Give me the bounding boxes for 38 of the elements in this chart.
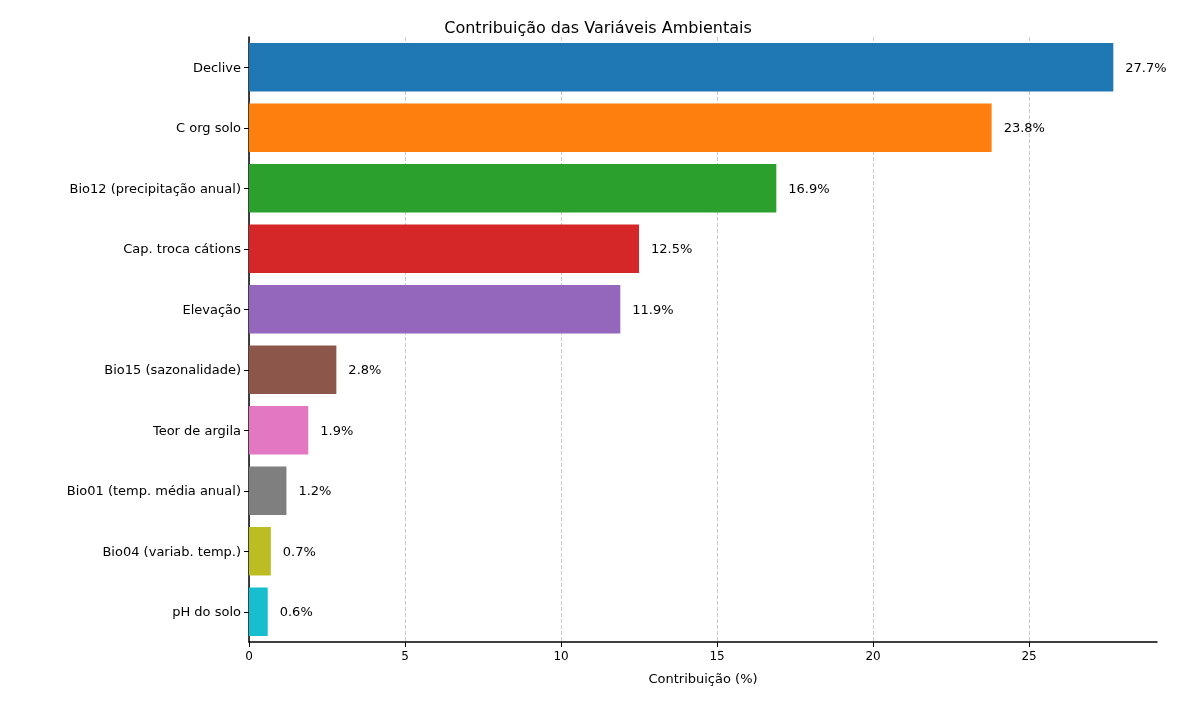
x-tick-label: 20 <box>865 649 881 663</box>
data-label: 27.7% <box>1125 59 1167 75</box>
x-tick-label: 25 <box>1021 649 1037 663</box>
data-label: 12.5% <box>651 241 693 257</box>
data-label: 1.2% <box>298 483 332 499</box>
chart-title: Contribuição das Variáveis Ambientais <box>444 17 752 37</box>
data-label: 23.8% <box>1003 120 1045 136</box>
data-label: 11.9% <box>632 301 674 317</box>
y-tick-label: Cap. troca cátions <box>123 241 242 257</box>
data-label: 16.9% <box>788 180 830 196</box>
bar <box>249 224 640 273</box>
y-tick-label: Bio15 (sazonalidade) <box>104 362 241 378</box>
bar <box>249 466 287 515</box>
bar <box>249 164 777 213</box>
x-axis-title: Contribuição (%) <box>648 671 758 686</box>
bar <box>249 285 621 334</box>
bar <box>249 527 271 576</box>
y-tick-label: Declive <box>192 59 241 75</box>
y-tick-label: Bio04 (variab. temp.) <box>102 543 241 559</box>
x-tick-label: 10 <box>553 649 569 663</box>
bar <box>249 103 992 152</box>
data-label: 0.6% <box>279 604 313 620</box>
y-tick-label: Elevação <box>182 301 242 317</box>
bar <box>249 43 1114 92</box>
y-tick-label: Bio12 (precipitação anual) <box>69 180 241 196</box>
y-tick-label: C org solo <box>176 120 242 136</box>
data-label: 1.9% <box>320 422 354 438</box>
bar <box>249 345 337 394</box>
x-tick-label: 5 <box>401 649 409 663</box>
y-tick-label: Teor de argila <box>151 422 241 438</box>
bar <box>249 406 309 455</box>
data-label: 2.8% <box>348 362 382 378</box>
x-tick-label: 15 <box>709 649 725 663</box>
y-tick-label: Bio01 (temp. média anual) <box>66 483 241 499</box>
bar <box>249 587 268 636</box>
x-tick-label: 0 <box>245 649 253 663</box>
data-label: 0.7% <box>282 543 316 559</box>
y-tick-label: pH do solo <box>172 604 242 620</box>
